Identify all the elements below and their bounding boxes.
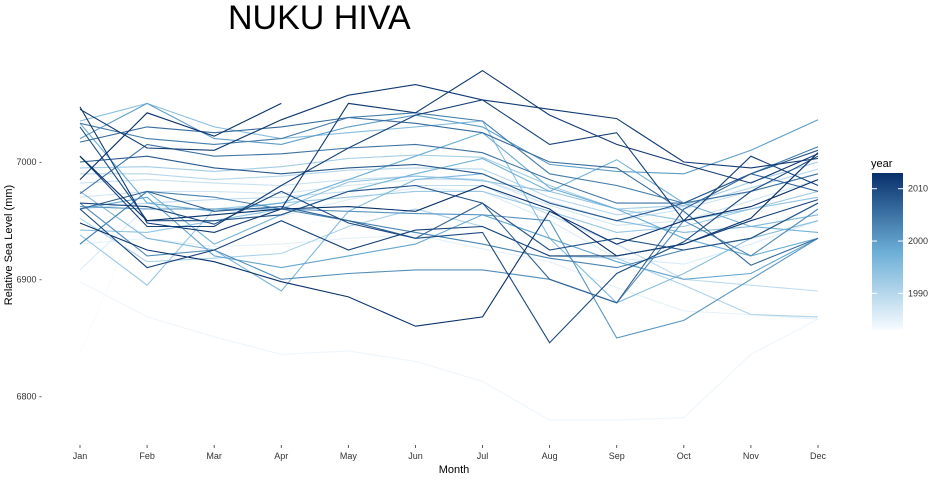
x-tick-label: Feb bbox=[139, 451, 155, 461]
series-line-1984-1 bbox=[79, 281, 819, 421]
series-line-2011-34 bbox=[79, 199, 819, 269]
series-line-1998-15 bbox=[79, 122, 819, 257]
series-line-1987-4 bbox=[79, 179, 819, 226]
legend-tick-label: 1990 bbox=[908, 288, 928, 298]
legend-title: year bbox=[871, 158, 893, 170]
x-tick-label: Nov bbox=[743, 451, 760, 461]
x-tick-label: Jan bbox=[73, 451, 88, 461]
series-line-1991-8 bbox=[79, 208, 819, 318]
y-axis: 6800 - 6900 - 7000 - bbox=[16, 157, 42, 402]
y-tick-label: 6800 - bbox=[16, 392, 42, 402]
x-tick-label: May bbox=[340, 451, 358, 461]
legend-tick-label: 2010 bbox=[908, 184, 928, 194]
series-line-2013-32 bbox=[79, 102, 282, 180]
series-line-1988-5 bbox=[79, 173, 819, 222]
y-axis-title: Relative Sea Level (mm) bbox=[3, 185, 15, 305]
series-line-1995-12 bbox=[79, 102, 819, 304]
series-line-2001-18 bbox=[79, 206, 819, 339]
color-legend: year 1990 2000 2010 bbox=[871, 158, 928, 330]
x-axis-title: Month bbox=[439, 464, 470, 476]
series-line-1996-13 bbox=[79, 173, 819, 292]
series-line-2005-22 bbox=[79, 143, 819, 204]
series-line-2013-30 bbox=[79, 179, 819, 327]
series-line-2012-33 bbox=[79, 69, 819, 233]
legend-ticks: 1990 2000 2010 bbox=[872, 184, 928, 298]
legend-colorbar bbox=[872, 173, 903, 330]
x-tick-label: Jun bbox=[408, 451, 423, 461]
series-line-1997-14 bbox=[79, 157, 819, 245]
series-line-1999-16 bbox=[79, 196, 819, 280]
x-tick-label: Apr bbox=[274, 451, 288, 461]
x-tick-label: Jul bbox=[477, 451, 489, 461]
x-tick-label: Dec bbox=[810, 451, 827, 461]
series-line-2007-24 bbox=[79, 173, 819, 304]
series-line-2002-19 bbox=[79, 202, 819, 304]
series-line-2008-25 bbox=[79, 149, 819, 222]
x-tick-label: Mar bbox=[206, 451, 222, 461]
chart-title: NUKU HIVA bbox=[228, 0, 411, 37]
x-axis: Jan Feb Mar Apr May Jun Jul Aug Sep Oct Nov Dec bbox=[73, 445, 827, 461]
y-tick-label: 7000 - bbox=[16, 157, 42, 167]
series-line-2010-27 bbox=[79, 155, 819, 344]
series-line-1989-6 bbox=[79, 184, 819, 292]
x-tick-label: Aug bbox=[542, 451, 558, 461]
series-line-2009-26 bbox=[79, 126, 819, 251]
series-line-1985-2 bbox=[79, 234, 819, 320]
x-tick-label: Sep bbox=[609, 451, 625, 461]
legend-tick-label: 2000 bbox=[908, 236, 928, 246]
series-line-2000-17 bbox=[79, 102, 819, 175]
series-lines bbox=[79, 69, 819, 421]
x-tick-label: Oct bbox=[677, 451, 692, 461]
y-tick-label: 6900 - bbox=[16, 274, 42, 284]
series-line-2011-28 bbox=[79, 99, 819, 228]
